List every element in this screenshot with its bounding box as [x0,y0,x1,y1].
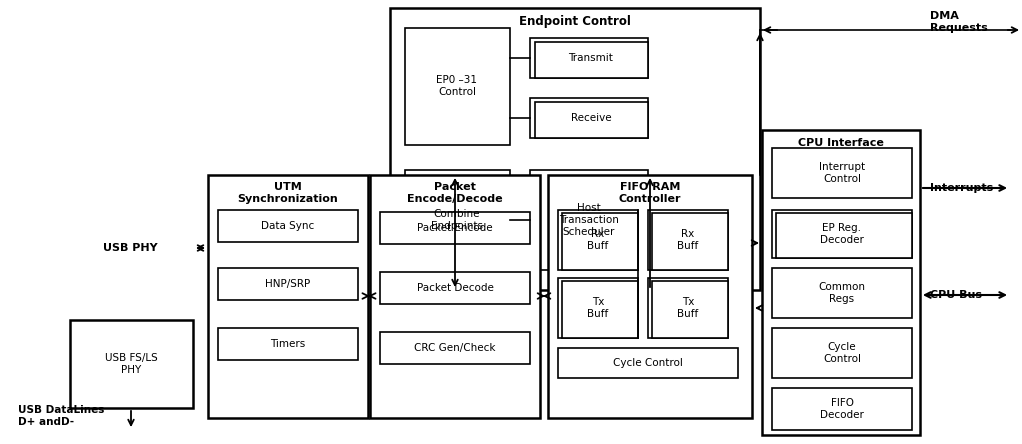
Bar [548,175,752,418]
Text: Tx
Buff: Tx Buff [678,297,699,319]
Text: Packet Decode: Packet Decode [417,283,494,293]
Text: Endpoint Control: Endpoint Control [519,16,631,28]
Text: EP Reg.
Decoder: EP Reg. Decoder [820,223,864,245]
Bar [776,213,912,258]
Text: FIFO RAM
Controller: FIFO RAM Controller [618,182,682,204]
Text: USB PHY: USB PHY [102,243,157,253]
Bar [380,272,530,304]
Bar [562,281,638,338]
Bar [218,328,358,360]
Text: USB DataLines
D+ andD-: USB DataLines D+ andD- [18,405,104,427]
Text: HNP/SRP: HNP/SRP [266,279,311,289]
Bar [648,278,728,338]
Bar [772,210,912,258]
Bar [390,8,760,290]
Bar [648,210,728,270]
Bar [762,130,920,435]
Text: EP0 –31
Control: EP0 –31 Control [436,75,477,97]
Text: CPU Interface: CPU Interface [798,138,884,148]
Bar [405,170,510,270]
Text: Packet
Encode/Decode: Packet Encode/Decode [407,182,503,204]
Bar [558,348,738,378]
Text: FIFO
Decoder: FIFO Decoder [820,398,864,420]
Text: Host
Transaction
Scheduler: Host Transaction Scheduler [559,203,619,237]
Bar [530,170,648,270]
Text: Interrupt
Control: Interrupt Control [819,162,865,184]
Text: USB FS/LS
PHY: USB FS/LS PHY [104,353,157,375]
Bar [652,213,728,270]
Text: Common
Regs: Common Regs [819,282,866,304]
Bar [218,210,358,242]
Text: Receive: Receive [570,113,611,123]
Text: Cycle Control: Cycle Control [613,358,683,368]
Bar [530,98,648,138]
Text: Combine
Endpoints: Combine Endpoints [431,209,483,231]
Text: Data Sync: Data Sync [262,221,315,231]
Text: UTM
Synchronization: UTM Synchronization [238,182,338,204]
Bar [405,28,510,145]
Text: Tx
Buff: Tx Buff [588,297,609,319]
Bar [370,175,540,418]
Text: Rx
Buff: Rx Buff [678,229,699,251]
Bar [69,320,193,408]
Text: Cycle
Control: Cycle Control [823,342,861,364]
Text: DMA
Requests: DMA Requests [930,11,987,33]
Text: Rx
Buff: Rx Buff [588,229,609,251]
Bar [208,175,368,418]
Text: CRC Gen/Check: CRC Gen/Check [414,343,496,353]
Bar [772,148,912,198]
Bar [380,332,530,364]
Bar [535,102,648,138]
Bar [772,268,912,318]
Text: Packet Encode: Packet Encode [417,223,493,233]
Bar [535,42,648,78]
Bar [530,38,648,78]
Bar [558,210,638,270]
Bar [380,212,530,244]
Text: Interrupts: Interrupts [930,183,993,193]
Text: Transmit: Transmit [568,53,613,63]
Bar [558,278,638,338]
Text: CPU Bus: CPU Bus [930,290,982,300]
Text: Timers: Timers [271,339,306,349]
Bar [772,388,912,430]
Bar [772,328,912,378]
Bar [562,213,638,270]
Bar [652,281,728,338]
Bar [218,268,358,300]
